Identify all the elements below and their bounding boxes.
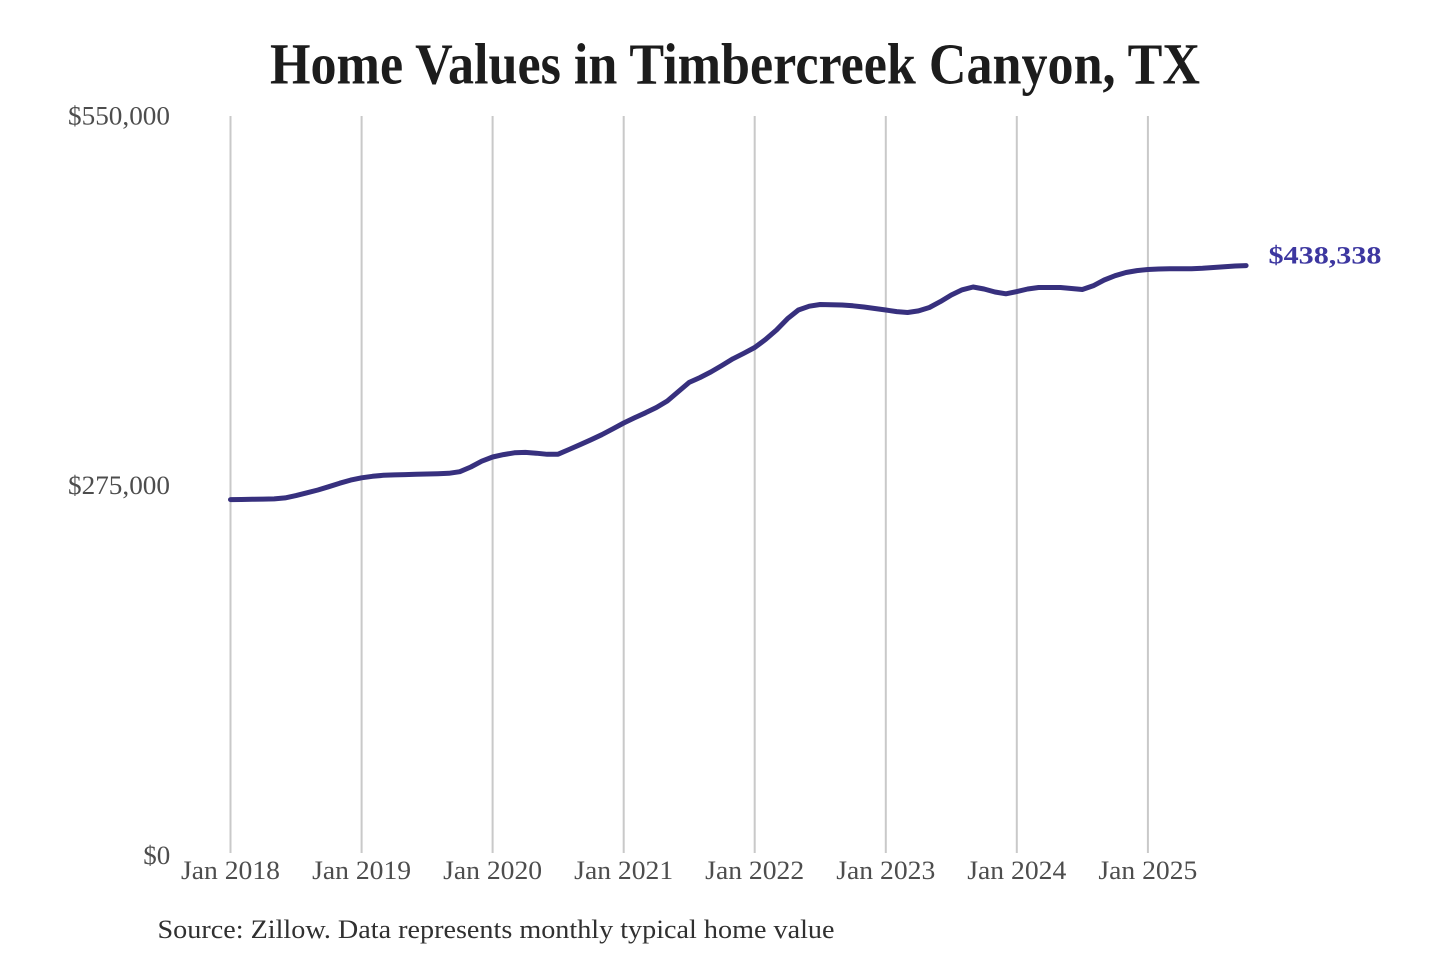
- svg-text:Jan 2020: Jan 2020: [443, 856, 542, 885]
- svg-text:Jan 2022: Jan 2022: [705, 856, 804, 885]
- svg-text:Jan 2018: Jan 2018: [181, 856, 280, 885]
- svg-text:Jan 2024: Jan 2024: [967, 856, 1066, 885]
- svg-text:Jan 2019: Jan 2019: [312, 856, 411, 885]
- svg-text:Home Values in Timbercreek Can: Home Values in Timbercreek Canyon, TX: [270, 32, 1200, 97]
- svg-text:$0: $0: [143, 841, 170, 870]
- svg-text:$550,000: $550,000: [68, 101, 170, 130]
- svg-text:Jan 2025: Jan 2025: [1098, 856, 1197, 885]
- svg-text:Jan 2021: Jan 2021: [574, 856, 673, 885]
- svg-text:$438,338: $438,338: [1269, 240, 1382, 269]
- svg-text:$275,000: $275,000: [68, 471, 170, 500]
- svg-text:Source: Zillow. Data represent: Source: Zillow. Data represents monthly …: [158, 915, 835, 944]
- svg-text:Jan 2023: Jan 2023: [836, 856, 935, 885]
